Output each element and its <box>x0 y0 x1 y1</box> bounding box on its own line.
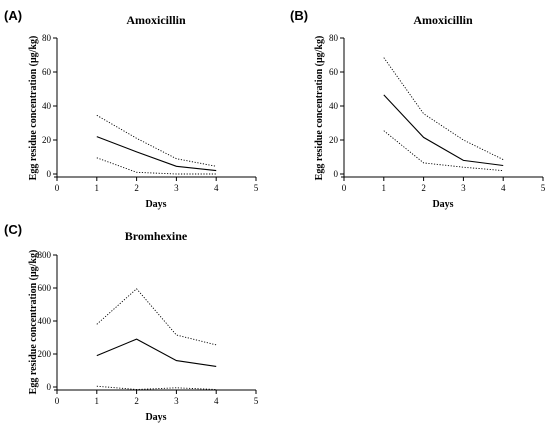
chart-title: Amoxicillin <box>413 13 473 27</box>
mean-line <box>96 136 217 172</box>
plot-area <box>383 57 504 172</box>
panel-label: (C) <box>4 222 22 237</box>
axes: 0 200 400 600 800 0 1 2 3 4 5 <box>38 250 259 406</box>
axes: 0 20 40 60 80 0 1 2 3 4 5 <box>329 33 546 193</box>
y-tick-label: 0 <box>47 382 52 392</box>
y-axis-label: Egg residue concentration (μg/kg) <box>28 250 39 395</box>
y-tick-label: 40 <box>42 101 52 111</box>
x-tick-label: 5 <box>254 183 259 193</box>
x-axis-label: Days <box>145 412 166 423</box>
bound-line <box>383 57 504 161</box>
x-tick-label: 4 <box>214 183 219 193</box>
y-axis-label: Egg residue concentration (μg/kg) <box>28 36 39 181</box>
x-tick-label: 3 <box>461 183 466 193</box>
x-tick-label: 0 <box>342 183 347 193</box>
x-axis-label: Days <box>145 199 166 210</box>
panel-label: (B) <box>290 8 308 23</box>
panel-c: (C) Bromhexine Days Egg residue concentr… <box>4 222 259 423</box>
bound-line <box>96 157 217 175</box>
x-tick-label: 2 <box>134 183 139 193</box>
panel-label: (A) <box>4 8 22 23</box>
bound-line <box>96 114 217 167</box>
bound-line <box>383 130 504 172</box>
y-tick-label: 80 <box>42 33 52 43</box>
axes: 0 20 40 60 80 0 1 2 3 4 5 <box>42 33 259 193</box>
y-tick-label: 80 <box>329 33 339 43</box>
x-tick-label: 1 <box>95 396 100 406</box>
x-tick-label: 3 <box>174 183 179 193</box>
mean-line <box>96 338 217 367</box>
x-tick-label: 2 <box>134 396 139 406</box>
x-axis-label: Days <box>432 199 453 210</box>
panel-a: (A) Amoxicillin Days Egg residue concent… <box>4 8 259 210</box>
bound-line <box>96 385 217 390</box>
x-tick-label: 4 <box>214 396 219 406</box>
x-tick-label: 5 <box>541 183 546 193</box>
y-tick-label: 0 <box>334 169 339 179</box>
y-tick-label: 800 <box>38 250 52 260</box>
x-tick-label: 1 <box>382 183 387 193</box>
y-tick-label: 400 <box>38 316 52 326</box>
bound-line <box>96 288 217 346</box>
x-tick-label: 0 <box>55 183 60 193</box>
x-tick-label: 2 <box>421 183 426 193</box>
chart-title: Amoxicillin <box>126 13 186 27</box>
plot-area <box>96 288 217 390</box>
x-tick-label: 1 <box>95 183 100 193</box>
panel-b: (B) Amoxicillin Days Egg residue concent… <box>290 8 546 210</box>
y-tick-label: 200 <box>38 349 52 359</box>
chart-title: Bromhexine <box>125 229 188 243</box>
y-tick-label: 20 <box>42 135 52 145</box>
x-tick-label: 5 <box>254 396 259 406</box>
y-tick-label: 600 <box>38 283 52 293</box>
y-tick-label: 60 <box>42 67 52 77</box>
x-tick-label: 4 <box>501 183 506 193</box>
x-tick-label: 3 <box>174 396 179 406</box>
mean-line <box>383 94 504 167</box>
plot-area <box>96 114 217 175</box>
y-tick-label: 60 <box>329 67 339 77</box>
y-tick-label: 20 <box>329 135 339 145</box>
y-tick-label: 0 <box>47 169 52 179</box>
x-tick-label: 0 <box>55 396 60 406</box>
y-axis-label: Egg residue concentration (μg/kg) <box>314 36 325 181</box>
y-tick-label: 40 <box>329 101 339 111</box>
